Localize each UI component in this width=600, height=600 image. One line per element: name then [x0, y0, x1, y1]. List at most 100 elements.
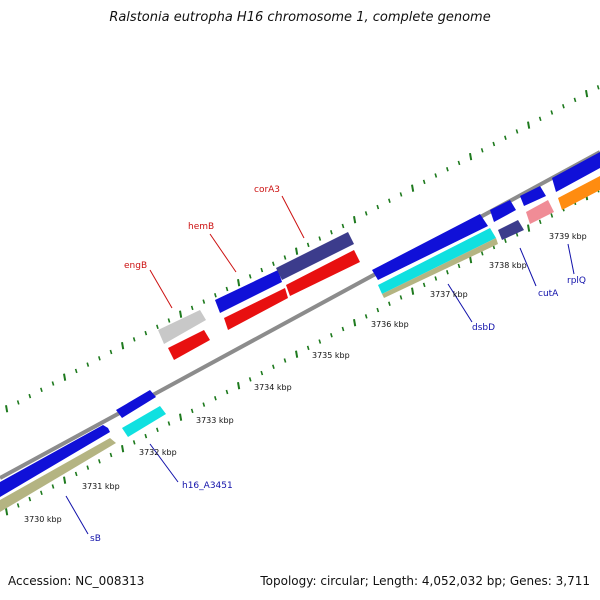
outer-row-tick: [144, 330, 148, 336]
inner-row-tick: [5, 508, 9, 516]
outer-row-tick: [573, 97, 577, 103]
inner-row-tick: [248, 377, 252, 382]
kbp-label-3738: 3738 kbp: [489, 261, 527, 270]
gene-arrow-blue-small-2[interactable]: [520, 186, 546, 206]
outer-row-tick: [492, 141, 496, 147]
callout-line-engB: [149, 269, 173, 309]
gene-label-sB: sB: [90, 534, 101, 544]
inner-row-tick: [121, 445, 125, 453]
callout-line-h16_A3451: [149, 443, 179, 483]
gene-arrow-blue-rplQ[interactable]: [552, 152, 600, 192]
outer-row-tick: [585, 89, 589, 98]
outer-row-tick: [330, 230, 333, 235]
gene-arrow-khaki-left[interactable]: [0, 438, 116, 512]
outer-row-tick: [260, 267, 264, 273]
kbp-label-3734: 3734 kbp: [254, 383, 292, 392]
gene-arrow-red-engB[interactable]: [168, 330, 210, 360]
inner-row-tick: [504, 238, 507, 243]
outer-row-tick: [411, 184, 415, 192]
gene-arrow-gray-engB[interactable]: [158, 310, 206, 344]
outer-row-tick: [167, 318, 171, 323]
gene-arrow-red-corA3[interactable]: [286, 250, 360, 296]
gene-arrow-blue-small-1[interactable]: [490, 200, 516, 222]
inner-row-tick: [16, 503, 20, 508]
gene-arrow-pink[interactable]: [526, 200, 554, 224]
inner-row-tick: [86, 465, 90, 470]
inner-row-tick: [63, 476, 67, 484]
inner-row-tick: [457, 263, 461, 269]
inner-row-tick: [156, 427, 159, 433]
gene-arrow-navy-cutA[interactable]: [498, 220, 524, 240]
inner-row-tick: [51, 484, 55, 489]
inner-row-tick: [411, 287, 415, 295]
gene-arrow-khaki-dsbD[interactable]: [382, 238, 498, 298]
outer-row-tick: [469, 152, 473, 161]
outer-row-tick: [434, 173, 438, 178]
inner-row-tick: [132, 440, 136, 445]
inner-row-tick: [353, 318, 357, 327]
inner-row-tick: [364, 314, 368, 319]
gene-arrow-blue-hemB[interactable]: [215, 270, 282, 313]
inner-row-tick: [98, 459, 101, 464]
inner-row-tick: [167, 421, 171, 426]
inner-row-tick: [318, 339, 322, 344]
outer-row-tick: [121, 342, 125, 350]
gene-arrow-blue-small-left[interactable]: [116, 390, 156, 418]
inner-row-tick: [422, 282, 426, 288]
outer-row-tick: [225, 286, 229, 292]
outer-row-tick: [272, 261, 275, 267]
outer-row-tick: [364, 211, 368, 216]
outer-row-tick: [399, 192, 403, 197]
outer-row-tick: [295, 247, 299, 255]
outer-tick-row: [5, 85, 600, 413]
inner-row-tick: [214, 396, 217, 401]
inner-row-tick: [306, 345, 310, 351]
outer-row-tick: [457, 160, 461, 166]
gene-label-hemB: hemB: [188, 222, 214, 232]
callout-line-cutA: [519, 247, 537, 287]
kbp-label-3739: 3739 kbp: [549, 232, 587, 241]
outer-row-tick: [318, 236, 322, 241]
gene-label-engB: engB: [124, 261, 147, 271]
outer-row-tick: [376, 204, 380, 210]
gene-label-dsbD: dsbD: [472, 323, 495, 333]
outer-row-tick: [40, 387, 43, 393]
callout-line-sB: [65, 495, 89, 535]
inner-row-tick: [527, 224, 531, 232]
outer-row-tick: [5, 405, 9, 413]
kbp-label-3732: 3732 kbp: [139, 448, 177, 457]
inner-row-tick: [190, 408, 194, 414]
outer-row-tick: [98, 356, 101, 361]
outer-row-tick: [388, 198, 391, 203]
outer-row-tick: [353, 215, 357, 224]
outer-row-tick: [179, 310, 183, 318]
gene-label-rplQ: rplQ: [567, 276, 586, 286]
outer-row-tick: [562, 103, 565, 109]
gene-arrow-blue-long-left[interactable]: [0, 425, 110, 497]
gene-arrow-orange-rplQ[interactable]: [558, 176, 600, 210]
outer-row-tick: [550, 110, 554, 115]
inner-row-tick: [283, 358, 287, 363]
inner-row-tick: [272, 364, 275, 370]
map-title: Ralstonia eutropha H16 chromosome 1, com…: [109, 10, 491, 25]
inner-row-tick: [260, 370, 264, 376]
outer-row-tick: [596, 85, 600, 90]
outer-row-tick: [515, 129, 519, 134]
inner-row-tick: [202, 402, 206, 407]
callout-line-dsbD: [447, 283, 473, 323]
outer-row-tick: [51, 381, 55, 386]
gene-arrow-blue-dsbD[interactable]: [372, 214, 488, 280]
gene-arrow-red-hemB[interactable]: [224, 288, 288, 330]
gene-arrow-navy-corA3[interactable]: [276, 232, 354, 280]
gene-arrow-cyan-dsbD[interactable]: [378, 228, 496, 294]
inner-row-tick: [434, 276, 438, 281]
outer-row-tick: [86, 362, 90, 367]
outer-row-tick: [156, 324, 159, 330]
outer-row-tick: [132, 337, 136, 342]
outer-row-tick: [341, 223, 345, 229]
gene-arrow-cyan-left[interactable]: [122, 406, 166, 437]
topology-text: Topology: circular; Length: 4,052,032 bp…: [260, 574, 590, 588]
kbp-label-3730: 3730 kbp: [24, 515, 62, 524]
outer-row-tick: [190, 305, 194, 311]
outer-row-tick: [63, 373, 67, 381]
